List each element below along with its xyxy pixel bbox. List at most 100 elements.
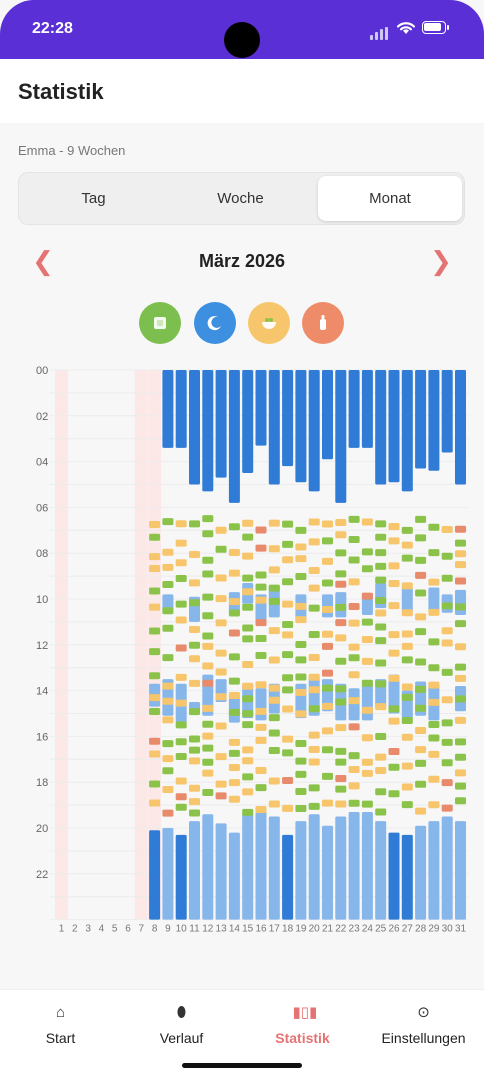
sleep-block xyxy=(401,370,413,492)
feeding-marker xyxy=(282,631,294,639)
diaper-marker xyxy=(228,523,240,531)
sleep-block xyxy=(348,688,360,721)
feeding-marker xyxy=(428,750,440,758)
sleep-block xyxy=(388,832,400,920)
feeding-marker xyxy=(361,769,373,777)
diaper-marker xyxy=(361,800,373,808)
x-tick-label: 20 xyxy=(309,924,321,935)
feeding-marker xyxy=(268,777,280,785)
tab-verlauf-label: Verlauf xyxy=(159,1030,204,1046)
feeding-marker xyxy=(242,682,254,690)
diaper-marker xyxy=(322,684,333,692)
x-tick-label: 31 xyxy=(455,924,467,935)
diaper-marker xyxy=(215,545,227,553)
x-tick-label: 23 xyxy=(349,924,361,935)
diaper-marker xyxy=(242,635,254,643)
diaper-marker xyxy=(335,747,347,755)
diaper-filter-button[interactable] xyxy=(139,302,181,344)
feeding-marker xyxy=(202,642,214,650)
prev-month-button[interactable]: ❮ xyxy=(32,246,54,276)
bottle-marker xyxy=(361,592,373,600)
feeding-marker xyxy=(215,574,227,582)
feeding-marker xyxy=(308,686,320,694)
diaper-marker xyxy=(149,672,161,680)
feeding-filter-button[interactable] xyxy=(248,302,290,344)
sleep-block xyxy=(322,825,333,920)
feeding-marker xyxy=(428,698,440,706)
feeding-marker xyxy=(268,696,280,704)
diaper-marker xyxy=(202,530,214,538)
next-month-button[interactable]: ❯ xyxy=(430,246,452,276)
feeding-marker xyxy=(175,539,187,547)
child-subtitle: Emma - 9 Wochen xyxy=(18,143,126,158)
diaper-marker xyxy=(375,562,387,570)
feeding-marker xyxy=(401,630,413,638)
sleep-block xyxy=(428,370,440,471)
diaper-marker xyxy=(255,571,267,579)
diaper-marker xyxy=(242,773,254,781)
feeding-marker xyxy=(348,765,360,773)
diaper-marker xyxy=(348,654,360,662)
feeding-marker xyxy=(255,596,267,604)
tab-start[interactable]: ⌂ Start xyxy=(0,990,121,1046)
feeding-marker xyxy=(308,746,320,754)
diaper-marker xyxy=(335,570,347,578)
sleep-block xyxy=(308,370,320,492)
diaper-marker xyxy=(175,721,187,729)
feeding-marker xyxy=(361,734,373,742)
feeding-marker xyxy=(441,639,453,647)
feeding-marker xyxy=(441,627,453,635)
segment-woche[interactable]: Woche xyxy=(217,190,264,207)
sleep-block xyxy=(455,589,466,616)
feeding-marker xyxy=(295,616,307,624)
diaper-marker xyxy=(388,790,400,798)
diaper-marker xyxy=(375,637,387,645)
feeding-marker xyxy=(228,764,240,772)
diaper-marker xyxy=(268,729,280,737)
feeding-marker xyxy=(162,548,174,556)
feeding-marker xyxy=(308,758,320,766)
feeding-marker xyxy=(455,716,466,724)
segment-tag[interactable]: Tag xyxy=(81,190,106,207)
sleep-block xyxy=(268,816,280,920)
diaper-marker xyxy=(175,738,187,746)
x-tick-label: 27 xyxy=(402,924,414,935)
diaper-marker xyxy=(295,526,307,534)
feeding-marker xyxy=(202,769,214,777)
segment-monat[interactable]: Monat xyxy=(318,176,462,221)
feeding-marker xyxy=(335,531,347,539)
diaper-marker xyxy=(268,584,280,592)
sleep-filter-button[interactable] xyxy=(194,302,236,344)
diaper-marker xyxy=(242,710,254,718)
diaper-marker xyxy=(242,721,254,729)
feeding-marker xyxy=(361,657,373,665)
diaper-marker xyxy=(228,677,240,685)
bottle-filter-button[interactable] xyxy=(302,302,344,344)
feeding-marker xyxy=(162,563,174,571)
bottle-marker xyxy=(175,644,187,652)
feeding-marker xyxy=(348,671,360,679)
diaper-marker xyxy=(295,673,307,681)
feeding-marker xyxy=(348,643,360,651)
y-tick-label: 16 xyxy=(36,731,48,743)
feeding-marker xyxy=(428,608,440,616)
diaper-marker xyxy=(322,537,333,545)
bottle-marker xyxy=(322,642,333,650)
bottle-marker xyxy=(282,777,294,785)
feeding-marker xyxy=(215,595,227,603)
feeding-marker xyxy=(228,692,240,700)
diaper-marker xyxy=(335,785,347,793)
feeding-marker xyxy=(415,746,427,754)
feeding-marker xyxy=(255,681,267,689)
diaper-marker xyxy=(268,597,280,605)
feeding-marker xyxy=(322,520,333,528)
tab-statistik[interactable]: ▮▯▮ Statistik xyxy=(242,990,363,1046)
feeding-marker xyxy=(295,555,307,563)
feeding-marker xyxy=(388,649,400,657)
feeding-marker xyxy=(268,656,280,664)
diaper-marker xyxy=(242,808,254,816)
tab-einstellungen[interactable]: ⊙ Einstellungen xyxy=(363,990,484,1046)
tab-verlauf[interactable]: ⬮ Verlauf xyxy=(121,990,242,1046)
sleep-block xyxy=(348,370,360,448)
